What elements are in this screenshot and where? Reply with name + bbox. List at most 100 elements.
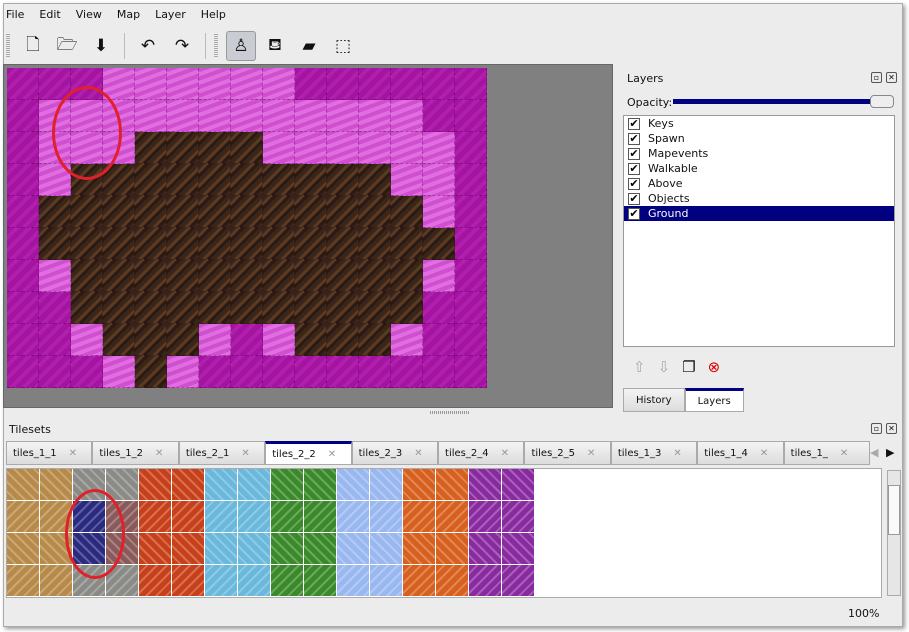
tileset-tile[interactable] (205, 501, 238, 533)
map-tile[interactable] (455, 68, 487, 100)
tileset-tile[interactable] (7, 565, 40, 597)
map-tile[interactable] (103, 292, 135, 324)
map-tile[interactable] (295, 324, 327, 356)
map-tile[interactable] (71, 260, 103, 292)
tileset-tile[interactable] (40, 469, 73, 501)
map-tile[interactable] (167, 292, 199, 324)
move-layer-down-icon[interactable]: ⇩ (657, 358, 671, 376)
map-tile[interactable] (7, 164, 39, 196)
map-tile[interactable] (167, 164, 199, 196)
tileset-tile[interactable] (172, 533, 205, 565)
map-tile[interactable] (135, 196, 167, 228)
map-tile[interactable] (103, 228, 135, 260)
tileset-tile[interactable] (469, 533, 502, 565)
map-tile[interactable] (231, 68, 263, 100)
tab-tiles_1_1[interactable]: tiles_1_1 ✕ (6, 441, 93, 465)
map-tile[interactable] (391, 100, 423, 132)
tileset-tile[interactable] (370, 533, 403, 565)
tileset-tile[interactable] (502, 469, 535, 501)
close-tab-icon[interactable]: ✕ (414, 447, 423, 459)
map-tile[interactable] (135, 292, 167, 324)
tileset-tile[interactable] (238, 565, 271, 597)
map-tile[interactable] (199, 100, 231, 132)
map-tile[interactable] (199, 228, 231, 260)
tileset-tile[interactable] (238, 469, 271, 501)
layer-item[interactable]: ✔ Above (624, 176, 894, 191)
new-file-button[interactable]: 🗋 (18, 31, 48, 61)
map-tile[interactable] (39, 196, 71, 228)
map-tile[interactable] (359, 132, 391, 164)
tileset-tile[interactable] (436, 469, 469, 501)
map-tile[interactable] (391, 292, 423, 324)
close-tab-icon[interactable]: ✕ (673, 447, 682, 459)
map-tile[interactable] (423, 100, 455, 132)
tileset-tile[interactable] (370, 565, 403, 597)
tileset-tile[interactable] (370, 469, 403, 501)
tileset-tile[interactable] (271, 533, 304, 565)
tab-tiles_1_2[interactable]: tiles_1_2 ✕ (92, 441, 179, 465)
menu-view[interactable]: View (75, 8, 102, 21)
map-canvas[interactable] (3, 64, 613, 408)
opacity-slider[interactable] (673, 99, 893, 104)
map-tile[interactable] (135, 100, 167, 132)
layer-item[interactable]: ✔ Walkable (624, 161, 894, 176)
map-tile[interactable] (7, 324, 39, 356)
close-icon[interactable]: ✕ (886, 423, 897, 434)
map-tile[interactable] (39, 228, 71, 260)
map-tile[interactable] (167, 356, 199, 388)
map-tile[interactable] (391, 356, 423, 388)
map-tile[interactable] (71, 228, 103, 260)
tab-tiles_2_4[interactable]: tiles_2_4 ✕ (438, 441, 525, 465)
close-tab-icon[interactable]: ✕ (500, 447, 509, 459)
remove-layer-icon[interactable]: ⊗ (707, 358, 721, 376)
opacity-slider-handle[interactable] (870, 95, 894, 108)
visibility-checkbox[interactable]: ✔ (628, 146, 640, 160)
map-tile[interactable] (167, 324, 199, 356)
save-button[interactable]: ⬇ (86, 31, 116, 61)
tileset-tile[interactable] (403, 469, 436, 501)
layer-item[interactable]: ✔ Keys (624, 116, 894, 131)
tileset-tile[interactable] (304, 533, 337, 565)
tileset-tile[interactable] (271, 501, 304, 533)
bucket-fill-button[interactable]: ⛾ (260, 31, 290, 61)
map-tile[interactable] (455, 292, 487, 324)
map-tile[interactable] (359, 228, 391, 260)
map-tile[interactable] (423, 228, 455, 260)
tileset-tile[interactable] (436, 501, 469, 533)
map-tile[interactable] (263, 356, 295, 388)
map-tile[interactable] (71, 196, 103, 228)
tileset-tile[interactable] (106, 469, 139, 501)
map-tile[interactable] (7, 132, 39, 164)
tileset-tile[interactable] (337, 469, 370, 501)
map-tile[interactable] (327, 356, 359, 388)
map-tile[interactable] (455, 132, 487, 164)
visibility-checkbox[interactable]: ✔ (628, 191, 640, 205)
map-tile[interactable] (167, 228, 199, 260)
map-tile[interactable] (423, 164, 455, 196)
map-tile[interactable] (391, 260, 423, 292)
map-tile[interactable] (391, 68, 423, 100)
map-tile[interactable] (423, 68, 455, 100)
map-tile[interactable] (7, 196, 39, 228)
map-tile[interactable] (231, 132, 263, 164)
map-tile[interactable] (295, 228, 327, 260)
map-tile[interactable] (167, 196, 199, 228)
tab-scroll-right[interactable]: ▶ (886, 446, 895, 459)
tab-tiles_2_2[interactable]: tiles_2_2 ✕ (265, 441, 352, 465)
tab-tiles_2_5[interactable]: tiles_2_5 ✕ (524, 441, 611, 465)
tileset-tile[interactable] (271, 565, 304, 597)
map-tile[interactable] (295, 260, 327, 292)
map-tile[interactable] (71, 356, 103, 388)
map-tile[interactable] (263, 164, 295, 196)
close-icon[interactable]: ✕ (886, 72, 897, 83)
visibility-checkbox[interactable]: ✔ (628, 206, 640, 220)
visibility-checkbox[interactable]: ✔ (628, 131, 640, 145)
tileset-tile[interactable] (205, 533, 238, 565)
tileset-tile[interactable] (238, 533, 271, 565)
tab-tiles_1_[interactable]: tiles_1_ ✕ (783, 441, 870, 465)
map-tile[interactable] (167, 100, 199, 132)
map-tile[interactable] (231, 228, 263, 260)
map-tile[interactable] (39, 324, 71, 356)
menu-help[interactable]: Help (200, 8, 226, 21)
map-tile[interactable] (231, 292, 263, 324)
